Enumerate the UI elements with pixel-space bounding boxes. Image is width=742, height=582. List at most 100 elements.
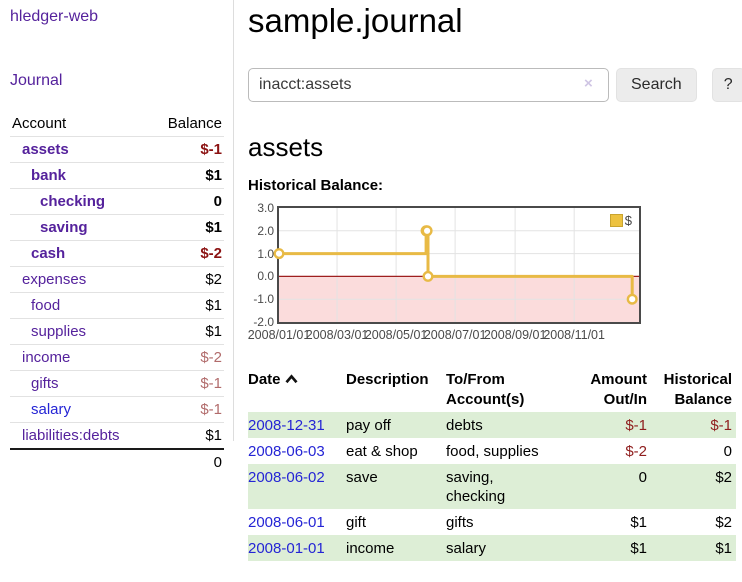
help-button[interactable]: ? <box>711 68 742 102</box>
register-accounts: gifts <box>446 514 474 531</box>
accounts-total: 0 <box>150 448 224 475</box>
register-date-link[interactable]: 2008-12-31 <box>248 417 325 434</box>
account-balance: 0 <box>150 188 224 215</box>
chart-legend: $ <box>607 212 634 229</box>
legend-label: $ <box>624 213 632 228</box>
accounts-total-row: 0 <box>10 448 224 475</box>
search-clear-icon[interactable]: × <box>584 75 593 92</box>
register-accounts: debts <box>446 417 483 434</box>
account-row: bank $1 <box>10 162 224 189</box>
account-row: income $-2 <box>10 344 224 371</box>
sidebar-account-link[interactable]: liabilities:debts <box>22 427 120 444</box>
register-amount: $-1 <box>625 417 647 434</box>
sidebar: hledger-web Journal Account Balance asse… <box>0 0 233 582</box>
register-balance: $2 <box>715 514 732 531</box>
register-date-link[interactable]: 2008-06-03 <box>248 443 325 460</box>
register-row: 2008-06-01 gift gifts $1 $2 <box>248 509 736 535</box>
register-balance: $1 <box>715 540 732 557</box>
y-axis-label: -1.0 <box>253 292 274 307</box>
account-row: salary $-1 <box>10 396 224 423</box>
legend-swatch <box>609 214 623 227</box>
account-balance: $1 <box>150 292 224 319</box>
register-row: 2008-01-01 income salary $1 $1 <box>248 535 736 561</box>
x-axis-label: 2008/11/01 <box>543 328 605 342</box>
chart-marker <box>273 248 285 260</box>
register-description: save <box>346 469 378 486</box>
register-col-header: To/From Account(s) <box>446 371 525 408</box>
register-description: pay off <box>346 417 391 434</box>
sidebar-account-link[interactable]: cash <box>31 245 66 262</box>
sidebar-account-link[interactable]: saving <box>40 219 88 236</box>
account-row: checking 0 <box>10 188 224 215</box>
chart-title: Historical Balance: <box>248 177 384 194</box>
sidebar-account-link[interactable]: supplies <box>31 323 87 340</box>
search-input[interactable] <box>248 68 609 102</box>
y-axis-label: 2.0 <box>257 223 274 238</box>
accounts-header-row: Account Balance <box>10 111 224 137</box>
sidebar-account-link[interactable]: expenses <box>22 271 87 288</box>
register-row: 2008-12-31 pay off debts $-1 $-1 <box>248 412 736 438</box>
register-amount: $1 <box>630 514 647 531</box>
chart-marker <box>421 225 433 237</box>
sidebar-account-link[interactable]: income <box>22 349 71 366</box>
account-row: gifts $-1 <box>10 370 224 397</box>
y-axis-label: -2.0 <box>253 315 274 329</box>
sidebar-divider <box>233 0 234 441</box>
y-axis-label: 1.0 <box>257 246 274 261</box>
page-title: sample.journal <box>248 2 463 39</box>
sidebar-account-link[interactable]: bank <box>31 167 67 184</box>
chart-marker <box>626 293 638 305</box>
register-row: 2008-06-03 eat & shop food, supplies $-2 0 <box>248 438 736 464</box>
search-button[interactable]: Search <box>616 68 697 102</box>
register-description: eat & shop <box>346 443 418 460</box>
x-axis-label: 2008/01/01 <box>247 328 311 342</box>
register-body: 2008-12-31 pay off debts $-1 $-1 2008-06-03 ea… <box>248 412 736 561</box>
register-description: gift <box>346 514 367 531</box>
sidebar-account-link[interactable]: checking <box>40 193 106 210</box>
register-balance: $-1 <box>710 417 732 434</box>
register-date-link[interactable]: 2008-01-01 <box>248 540 325 557</box>
account-balance: $1 <box>150 214 224 241</box>
y-axis-label: 0.0 <box>257 269 274 284</box>
account-balance: $2 <box>150 266 224 293</box>
chart-plot-area: $ <box>273 206 641 324</box>
sidebar-account-link[interactable]: assets <box>22 141 69 158</box>
register-col-header[interactable]: Date <box>248 368 346 412</box>
x-axis-label: 2008/03/01 <box>305 328 369 342</box>
register-col-header: Description <box>346 371 429 388</box>
register-amount: 0 <box>638 469 647 486</box>
register-date-link[interactable]: 2008-06-02 <box>248 469 325 486</box>
sidebar-account-link[interactable]: gifts <box>31 375 59 392</box>
register-header-row: Date Description To/From Account(s) Amount … <box>248 368 736 412</box>
main-content: sample.journal × Search ? assets Histori… <box>233 0 742 582</box>
x-axis-label: 2008/05/01 <box>364 328 428 342</box>
account-row: liabilities:debts $1 <box>10 422 224 449</box>
account-row: saving $1 <box>10 214 224 241</box>
account-row: food $1 <box>10 292 224 319</box>
historical-balance-chart: $ 3.0 2.0 1.0 0.0 -1.0 -2.0 2008/01/01 2008/03… <box>248 201 742 348</box>
register-balance: 0 <box>723 443 732 460</box>
brand-link[interactable]: hledger-web <box>10 8 99 25</box>
accounts-header-balance: Balance <box>167 115 222 132</box>
register-date-link[interactable]: 2008-06-01 <box>248 514 325 531</box>
sort-ascending-icon <box>284 374 298 384</box>
register-row: 2008-06-02 save saving, checking 0 $2 <box>248 464 736 509</box>
sidebar-account-link[interactable]: food <box>31 297 61 314</box>
sidebar-account-link[interactable]: salary <box>31 401 72 418</box>
account-row: supplies $1 <box>10 318 224 345</box>
account-row: cash $-2 <box>10 240 224 267</box>
search-form: × Search ? <box>248 68 742 102</box>
account-balance: $-2 <box>150 240 224 267</box>
account-balance: $1 <box>150 318 224 345</box>
register-accounts: saving, checking <box>446 469 506 505</box>
account-balance: $-1 <box>150 370 224 397</box>
register-balance: $2 <box>715 469 732 486</box>
account-row: expenses $2 <box>10 266 224 293</box>
register-description: income <box>346 540 395 557</box>
x-axis-label: 2008/09/01 <box>483 328 547 342</box>
nav-journal-link[interactable]: Journal <box>10 72 63 89</box>
y-axis-label: 3.0 <box>257 201 274 215</box>
account-balance: $-1 <box>150 136 224 163</box>
register-amount: $1 <box>630 540 647 557</box>
